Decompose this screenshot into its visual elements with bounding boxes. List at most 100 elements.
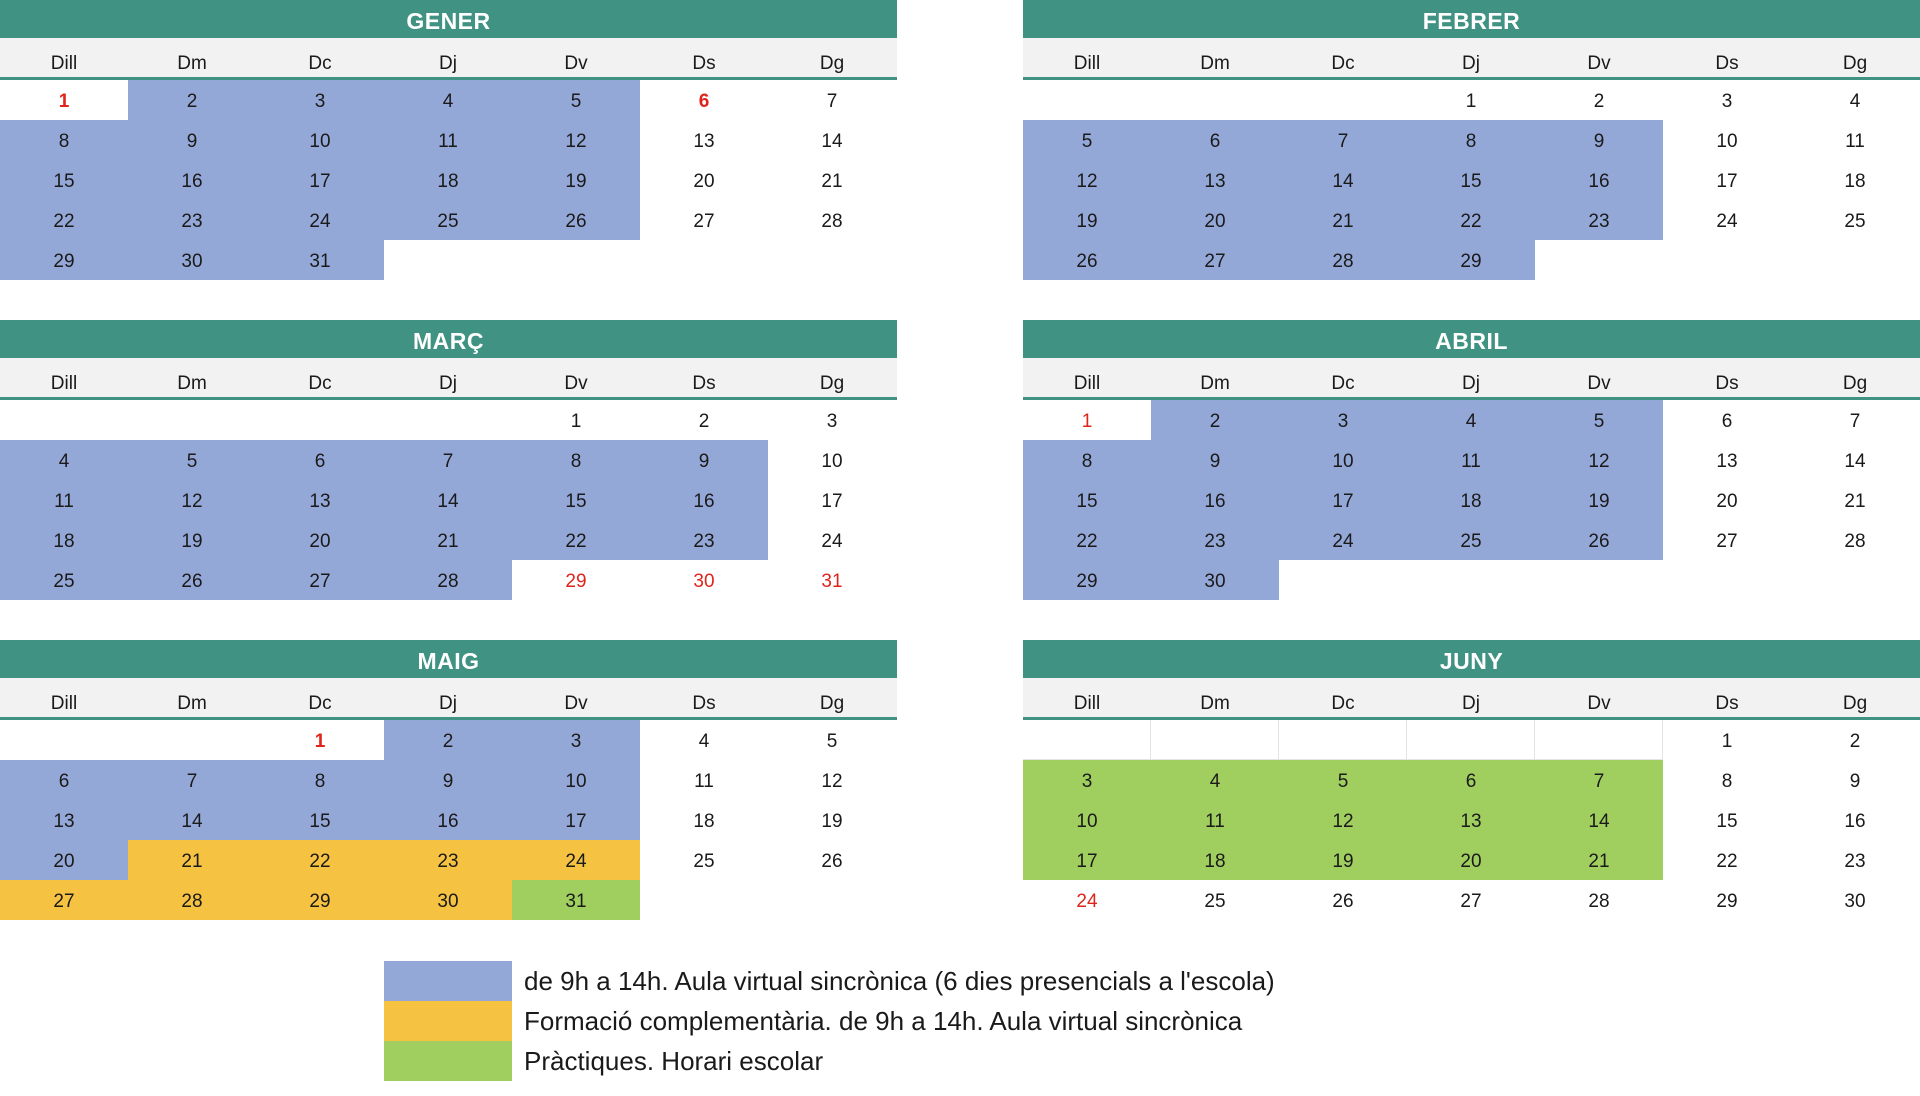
weekday-label: Dg: [1842, 373, 1868, 394]
legend-swatch-green: [384, 1041, 512, 1081]
legend-item: Formació complementària. de 9h a 14h. Au…: [384, 1001, 1275, 1041]
empty-cell: [768, 880, 896, 920]
weekday-label: Dv: [564, 693, 588, 714]
day-cell: 22: [256, 840, 384, 880]
weekday-header: Dill Dm Dc Dj Dv Ds Dg: [1023, 678, 1920, 720]
weekday-label: Ds: [692, 693, 716, 714]
weekday-label: Dg: [819, 693, 845, 714]
day-cell: 28: [821, 211, 843, 232]
day-cell: 27: [1460, 891, 1482, 912]
weekday-label: Dg: [819, 373, 845, 394]
day-cell: 13: [256, 480, 384, 520]
day-cell: 28: [1279, 240, 1407, 280]
weekday-label: Dg: [1842, 53, 1868, 74]
weekday-label: Dm: [177, 53, 207, 74]
day-cell: 6: [1151, 120, 1279, 160]
day-cell: 31: [821, 571, 843, 592]
empty-cell: [1663, 240, 1791, 280]
weekday-label: Dj: [1462, 693, 1480, 714]
day-cell: 19: [1535, 480, 1663, 520]
day-cell: 12: [1535, 440, 1663, 480]
day-cell: 15: [0, 160, 128, 200]
day-cell: 8: [512, 440, 640, 480]
day-cell: 10: [1023, 800, 1151, 840]
day-cell: 7: [1535, 760, 1663, 800]
empty-cell: [1663, 560, 1791, 600]
empty-cell: [1407, 560, 1535, 600]
day-cell: 26: [1535, 520, 1663, 560]
day-cell: 16: [1844, 811, 1866, 832]
weekday-label: Dm: [1200, 53, 1230, 74]
empty-cell: [1791, 240, 1919, 280]
day-cell: 9: [1535, 120, 1663, 160]
weekday-label: Dm: [177, 373, 207, 394]
empty-cell: [1279, 720, 1407, 760]
day-cell: 30: [1151, 560, 1279, 600]
day-cell: 14: [1279, 160, 1407, 200]
empty-cell: [384, 400, 512, 440]
day-cell: 23: [384, 840, 512, 880]
day-cell: 6: [698, 91, 710, 112]
day-cell: 4: [0, 440, 128, 480]
day-cell: 7: [826, 91, 838, 112]
day-cell: 3: [256, 80, 384, 120]
day-cell: 27: [256, 560, 384, 600]
day-cell: 1: [1721, 731, 1733, 752]
day-cell: 19: [1279, 840, 1407, 880]
day-cell: 5: [1279, 760, 1407, 800]
day-cell: 18: [384, 160, 512, 200]
day-cell: 9: [1151, 440, 1279, 480]
day-cell: 19: [1023, 200, 1151, 240]
day-cell: 5: [128, 440, 256, 480]
empty-cell: [640, 880, 768, 920]
empty-cell: [1535, 240, 1663, 280]
day-cell: 28: [1844, 531, 1866, 552]
legend-swatch-blue: [384, 961, 512, 1001]
day-cell: 3: [1279, 400, 1407, 440]
weekday-label: Dill: [1073, 53, 1101, 74]
day-cell: 12: [1279, 800, 1407, 840]
day-grid: 1 2 3 4 5 6 7 8 9 10 11 12 13 14 15 16 17 18 19 20 21 22 23 24 2…: [0, 80, 897, 280]
day-cell: 27: [1716, 531, 1738, 552]
weekday-label: Dc: [1331, 53, 1355, 74]
day-cell: 12: [128, 480, 256, 520]
weekday-label: Dill: [1073, 373, 1101, 394]
day-cell: 25: [1407, 520, 1535, 560]
day-cell: 28: [1588, 891, 1610, 912]
day-cell: 5: [826, 731, 838, 752]
weekday-label: Dv: [1587, 373, 1611, 394]
day-cell: 16: [1535, 160, 1663, 200]
day-grid: 1 2 3 4 5 6 7 8 9 10 11 12 13 14 15 16 17 18 19 20 21 22 23 24 2…: [1023, 400, 1920, 600]
day-cell: 13: [1716, 451, 1738, 472]
month-title: GENER: [0, 0, 897, 38]
day-cell: 4: [1151, 760, 1279, 800]
day-grid: 1 2 3 4 5 6 7 8 9 10 11 12 13 14 15 16 17 18 19 20 21 22 23 24 2…: [1023, 720, 1920, 920]
legend-swatch-yellow: [384, 1001, 512, 1041]
empty-cell: [512, 240, 640, 280]
day-cell: 2: [1593, 91, 1605, 112]
day-cell: 14: [128, 800, 256, 840]
empty-cell: [1535, 560, 1663, 600]
empty-cell: [0, 400, 128, 440]
day-cell: 3: [826, 411, 838, 432]
day-cell: 31: [512, 880, 640, 920]
empty-cell: [384, 240, 512, 280]
day-cell: 26: [128, 560, 256, 600]
month-title: JUNY: [1023, 640, 1920, 678]
day-cell: 9: [128, 120, 256, 160]
day-cell: 20: [1407, 840, 1535, 880]
weekday-label: Dv: [1587, 693, 1611, 714]
day-cell: 22: [0, 200, 128, 240]
weekday-label: Ds: [1715, 53, 1739, 74]
day-cell: 29: [256, 880, 384, 920]
month-abril: ABRIL Dill Dm Dc Dj Dv Ds Dg 1 2 3 4 5 6 7 8 9 10 11 12 13…: [1023, 320, 1920, 600]
weekday-label: Dm: [1200, 373, 1230, 394]
empty-cell: [1279, 560, 1407, 600]
day-cell: 25: [0, 560, 128, 600]
empty-cell: [1791, 560, 1919, 600]
day-cell: 23: [1844, 851, 1866, 872]
day-cell: 22: [1407, 200, 1535, 240]
day-cell: 25: [693, 851, 715, 872]
day-cell: 21: [1535, 840, 1663, 880]
day-cell: 8: [1407, 120, 1535, 160]
